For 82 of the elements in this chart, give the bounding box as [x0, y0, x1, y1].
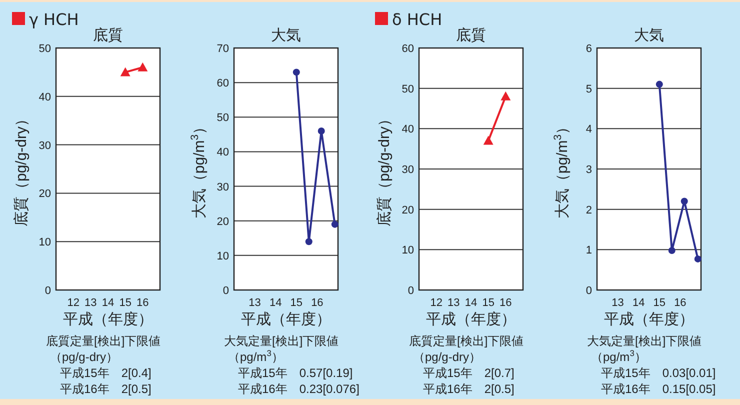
text: 平成16年 2[0.5] — [60, 382, 152, 396]
x-tick-label: 14 — [632, 297, 645, 309]
x-axis-title: 平成（年度） — [604, 311, 694, 328]
chart-title: 底質 — [93, 27, 123, 44]
y-tick-label: 50 — [216, 112, 229, 124]
y-tick-label: 50 — [38, 43, 51, 55]
y-tick-label: 20 — [402, 204, 414, 216]
x-tick-label: 16 — [136, 297, 149, 309]
x-tick-label: 13 — [84, 297, 97, 309]
chart-title: 大気 — [634, 27, 664, 44]
y-tick-label: 20 — [38, 188, 51, 200]
y-tick-label: 0 — [222, 285, 229, 297]
y-axis-title: 底質（pg/g-dry） — [13, 111, 30, 227]
y-tick-label: 40 — [216, 146, 229, 159]
point — [680, 198, 688, 205]
y-tick-label: 70 — [216, 43, 229, 55]
x-tick-label: 13 — [612, 297, 624, 309]
y-tick-label: 1 — [586, 244, 592, 257]
y-tick-label: 30 — [38, 140, 51, 152]
text: 平成16年 2[0.5] — [423, 382, 514, 396]
chart-subtitle: γ HCH — [29, 10, 79, 29]
y-tick-label: 10 — [38, 236, 51, 249]
y-tick-label: 2 — [586, 204, 592, 216]
point — [694, 255, 702, 262]
y-tick-label: 40 — [402, 124, 414, 136]
y-tick-label: 3 — [586, 164, 592, 176]
text: （pg/m$^{3}$） — [228, 348, 284, 364]
x-axis-title: 平成（年度） — [241, 311, 331, 328]
point — [292, 68, 300, 76]
x-tick-label: 13 — [248, 297, 261, 309]
point — [331, 220, 338, 228]
x-tick-label: 14 — [269, 297, 282, 309]
x-tick-label: 13 — [448, 297, 460, 309]
text: 平成15年 2[0.7] — [423, 366, 514, 380]
text: 大気定量[検出]下限値 — [224, 334, 339, 348]
y-tick-label: 0 — [44, 285, 51, 297]
point — [656, 80, 663, 88]
text: 底質定量[検出]下限値 — [46, 334, 161, 348]
text: （pg/g-dry） — [50, 350, 118, 364]
text: 平成16年 0.15[0.05] — [601, 382, 716, 396]
x-tick-label: 15 — [290, 297, 303, 309]
x-axis-title: 平成（年度） — [426, 311, 516, 328]
y-tick-label: 30 — [216, 181, 229, 194]
y-tick-label: 6 — [586, 43, 592, 55]
y-tick-label: 5 — [586, 83, 592, 96]
x-tick-label: 15 — [653, 297, 666, 309]
x-tick-label: 16 — [311, 297, 324, 309]
x-tick-label: 15 — [482, 297, 494, 309]
chart-title: 底質 — [456, 27, 486, 44]
y-tick-label: 60 — [216, 78, 229, 90]
y-tick-label: 0 — [408, 285, 414, 297]
y-tick-label: 50 — [402, 83, 414, 96]
y-tick-label: 20 — [216, 216, 229, 228]
y-tick-label: 10 — [216, 250, 229, 262]
chart-subtitle: δ HCH — [392, 10, 442, 29]
point — [318, 127, 325, 134]
x-tick-label: 14 — [102, 297, 114, 309]
text: 平成15年 0.57[0.19] — [238, 366, 353, 380]
text: 平成15年 2[0.4] — [60, 366, 152, 380]
x-tick-label: 12 — [430, 297, 442, 309]
y-axis-title: 底質（pg/g-dry） — [376, 111, 393, 227]
point — [668, 246, 676, 254]
y-tick-label: 4 — [586, 124, 592, 136]
x-tick-label: 15 — [119, 297, 132, 309]
point — [305, 238, 312, 246]
text: 大気定量[検出]下限値 — [587, 334, 702, 348]
chart-title: 大気 — [271, 27, 301, 44]
y-tick-label: 60 — [402, 43, 414, 55]
text: （pg/g-dry） — [413, 350, 482, 364]
x-tick-label: 12 — [67, 297, 80, 309]
text: （pg/m$^{3}$） — [591, 348, 646, 364]
text: 平成15年 0.03[0.01] — [601, 366, 716, 380]
y-tick-label: 40 — [38, 91, 51, 104]
x-tick-label: 14 — [464, 297, 478, 309]
x-axis-title: 平成（年度） — [63, 311, 153, 328]
text: 平成16年 0.23[0.076] — [238, 382, 360, 396]
y-tick-label: 10 — [402, 244, 414, 257]
x-tick-label: 16 — [674, 297, 686, 309]
text: 底質定量[検出]下限値 — [409, 334, 524, 348]
x-tick-label: 16 — [500, 297, 512, 309]
y-tick-label: 30 — [402, 164, 414, 176]
y-tick-label: 0 — [586, 285, 592, 297]
